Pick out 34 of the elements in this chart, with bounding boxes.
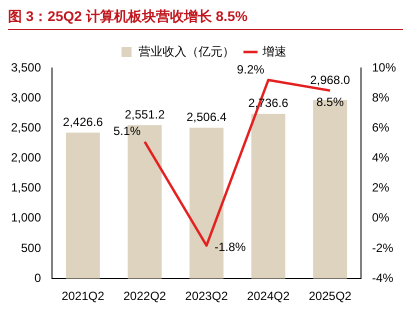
x-tick-label: 2022Q2 (123, 289, 166, 304)
legend-label: 营业收入（亿元） (138, 44, 234, 58)
y-tick-label: 2,000 (11, 150, 42, 165)
y2-tick-label: 4% (372, 150, 390, 165)
chart-title: 图 3：25Q2 计算机板块营收增长 8.5% (8, 8, 403, 30)
y2-tick-label: -4% (372, 270, 394, 285)
data-label: 8.5% (316, 94, 344, 109)
data-label: 2,968.0 (310, 72, 350, 87)
y2-tick-label: 0% (372, 210, 390, 225)
bar (251, 114, 286, 279)
y2-tick-label: 2% (372, 180, 390, 195)
y-tick-label: 3,000 (11, 90, 42, 104)
y-tick-label: 500 (21, 240, 42, 255)
y-tick-label: 2,500 (11, 120, 42, 134)
legend-label: 增速 (262, 44, 286, 58)
x-tick-label: 2024Q2 (246, 289, 290, 304)
y-tick-label: 0 (34, 270, 42, 285)
y2-tick-label: -2% (372, 240, 394, 255)
x-tick-label: 2023Q2 (185, 289, 228, 304)
bar (66, 132, 100, 279)
x-tick-label: 2021Q2 (62, 289, 105, 304)
y2-tick-label: 10% (372, 60, 396, 74)
y-tick-label: 3,500 (11, 60, 42, 74)
y2-tick-label: 6% (372, 120, 390, 134)
data-label: 2,506.4 (186, 110, 227, 124)
data-label: -1.8% (214, 240, 246, 254)
data-label: 2,426.6 (62, 114, 104, 129)
y2-tick-label: 8% (372, 90, 390, 104)
x-tick-label: 2025Q2 (308, 289, 352, 304)
data-label: 2,551.2 (124, 107, 166, 122)
y-tick-label: 1,500 (11, 180, 42, 195)
data-label: 5.1% (113, 124, 142, 138)
y-tick-label: 1,000 (11, 210, 42, 225)
data-label: 9.2% (236, 62, 265, 76)
